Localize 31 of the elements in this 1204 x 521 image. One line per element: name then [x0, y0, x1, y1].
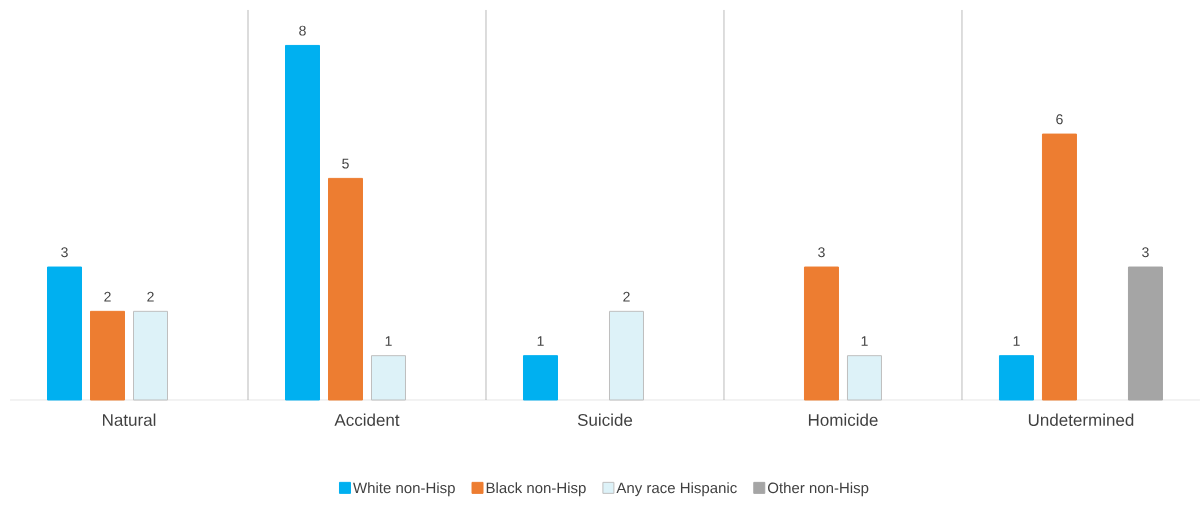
data-label: 5 [342, 158, 349, 169]
legend-label: White non-Hisp [353, 482, 455, 497]
data-label: 6 [1056, 114, 1063, 125]
legend-label: Black non-Hisp [486, 482, 586, 497]
x-tick-label: Homicide [808, 413, 878, 427]
x-tick-label: Suicide [577, 413, 633, 427]
data-label: 2 [147, 291, 154, 302]
data-label: 3 [1142, 247, 1149, 258]
bar [998, 355, 1034, 401]
data-label: 1 [537, 336, 544, 346]
data-label: 1 [1013, 336, 1020, 346]
data-label: 8 [299, 25, 306, 36]
legend-label: Any race Hispanic [616, 482, 737, 497]
bar [285, 44, 320, 401]
x-tick-label: Undetermined [1028, 413, 1134, 427]
data-label: 1 [861, 336, 868, 346]
bar [90, 310, 126, 401]
bar [1041, 133, 1077, 401]
data-label: 1 [385, 336, 392, 346]
data-label: 3 [818, 247, 825, 258]
x-tick-label: Natural [103, 413, 156, 427]
bar [47, 266, 83, 401]
bar [803, 266, 839, 401]
bar [1127, 266, 1163, 401]
data-label: 2 [623, 291, 630, 302]
legend-label: Other non-Hisp [767, 482, 869, 497]
x-tick-label: Accident [334, 413, 400, 427]
bar [522, 355, 558, 401]
data-label: 3 [61, 247, 68, 258]
data-label: 2 [104, 291, 111, 302]
bar [328, 177, 363, 401]
